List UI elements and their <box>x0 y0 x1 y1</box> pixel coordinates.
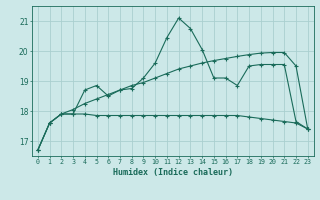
X-axis label: Humidex (Indice chaleur): Humidex (Indice chaleur) <box>113 168 233 177</box>
